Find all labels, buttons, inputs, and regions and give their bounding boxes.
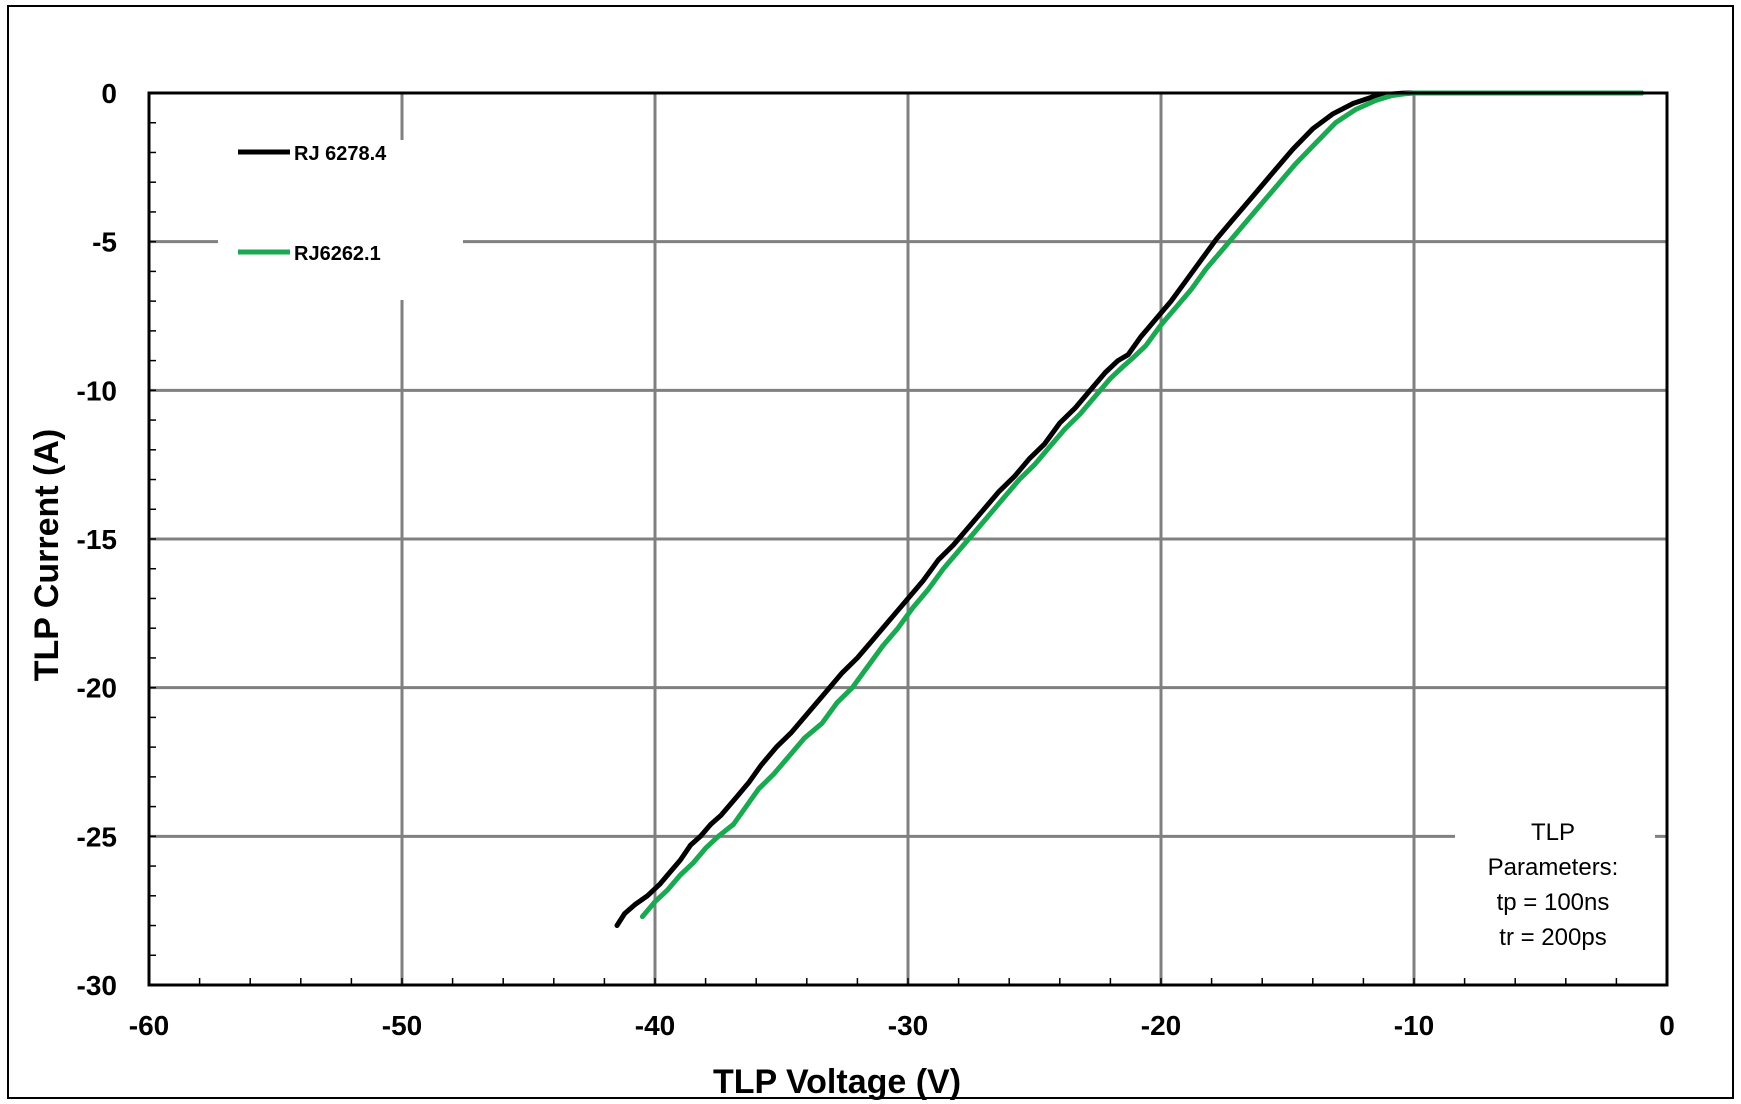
- series-layer: [614, 90, 1645, 928]
- note-line-1: TLP: [1531, 819, 1575, 846]
- series-line-rj6262-1: [639, 90, 1645, 920]
- x-tick-label: -60: [129, 1010, 169, 1041]
- x-tick-labels: -60 -50 -40 -30 -20 -10 0: [129, 1010, 1675, 1041]
- x-tick-label: -40: [635, 1010, 675, 1041]
- x-tick-label: -50: [382, 1010, 422, 1041]
- y-tick-label: -25: [77, 821, 117, 852]
- series-line-rj-6278-4: [614, 90, 1645, 928]
- legend: RJ 6278.4 RJ6262.1: [218, 140, 463, 300]
- x-tick-label: -30: [888, 1010, 928, 1041]
- note-background: [1455, 812, 1655, 962]
- x-axis-title: TLP Voltage (V): [713, 1063, 961, 1101]
- legend-background: [218, 140, 463, 300]
- y-tick-label: -10: [77, 375, 117, 406]
- y-tick-label: 0: [101, 78, 117, 109]
- legend-label-rj6262-1: RJ6262.1: [294, 243, 381, 265]
- y-tick-label: -15: [77, 524, 117, 555]
- note-line-3: tp = 100ns: [1497, 889, 1610, 916]
- y-tick-label: -5: [92, 227, 117, 258]
- x-tick-label: -10: [1394, 1010, 1434, 1041]
- plot-area-border: [147, 91, 1669, 987]
- y-tick-labels: 0 -5 -10 -15 -20 -25 -30: [77, 78, 117, 1001]
- y-axis-title: TLP Current (A): [28, 429, 66, 681]
- note-line-2: Parameters:: [1488, 854, 1619, 881]
- x-tick-label: -20: [1141, 1010, 1181, 1041]
- x-tick-label: 0: [1659, 1010, 1675, 1041]
- y-tick-label: -30: [77, 970, 117, 1001]
- note-line-4: tr = 200ps: [1499, 924, 1606, 951]
- y-tick-label: -20: [77, 673, 117, 704]
- tlp-parameters-note: TLP Parameters: tp = 100ns tr = 200ps: [1455, 812, 1655, 962]
- legend-label-rj-6278-4: RJ 6278.4: [294, 143, 387, 165]
